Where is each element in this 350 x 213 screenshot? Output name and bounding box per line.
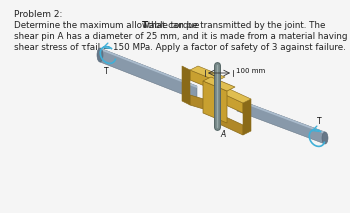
Polygon shape [190,95,217,113]
Text: shear stress of τfail = 150 MPa. Apply a factor of safety of 3 against failure.: shear stress of τfail = 150 MPa. Apply a… [14,43,346,52]
Text: Problem 2:: Problem 2: [14,10,62,19]
Polygon shape [237,99,325,134]
Polygon shape [182,66,190,105]
Text: shear pin A has a diameter of 25 mm, and it is made from a material having a fai: shear pin A has a diameter of 25 mm, and… [14,32,350,41]
Polygon shape [100,48,197,88]
Text: that can be transmitted by the joint. The: that can be transmitted by the joint. Th… [145,21,326,30]
Polygon shape [217,113,243,135]
Text: T: T [104,67,108,76]
Text: A: A [220,130,225,139]
Text: 100 mm: 100 mm [236,68,265,74]
Polygon shape [217,91,243,113]
Ellipse shape [322,132,328,144]
Polygon shape [217,87,251,103]
Polygon shape [203,77,235,91]
Text: T: T [317,117,321,126]
Polygon shape [100,48,197,100]
Polygon shape [190,70,217,91]
Text: Determine the maximum allowable torque: Determine the maximum allowable torque [14,21,202,30]
Polygon shape [237,99,325,144]
Polygon shape [190,66,225,81]
Polygon shape [203,81,227,123]
Polygon shape [243,99,251,135]
Text: T: T [142,21,148,30]
Ellipse shape [97,48,103,62]
